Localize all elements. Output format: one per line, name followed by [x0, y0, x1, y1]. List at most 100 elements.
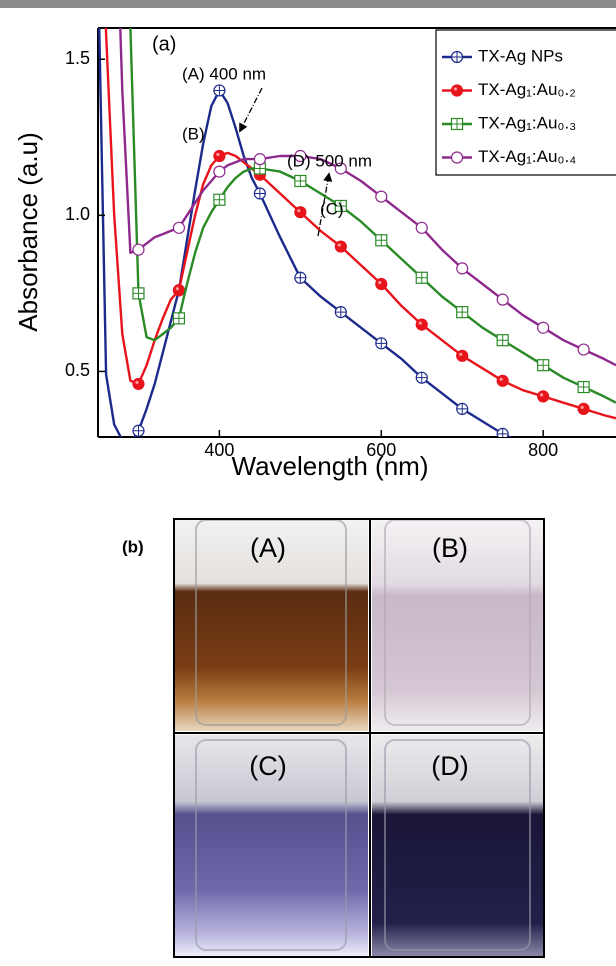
marker-highlight: [418, 321, 422, 325]
x-tick-label: 600: [366, 440, 396, 460]
marker: [577, 343, 590, 356]
marker: [294, 149, 307, 163]
series-line: [98, 28, 513, 437]
marker: [450, 84, 464, 97]
marker-cross: [375, 337, 387, 349]
marker-shape: [577, 402, 590, 416]
marker: [496, 334, 509, 347]
marker-shape: [334, 240, 347, 253]
legend-label: TX-Ag₁:Au₀.₃: [478, 113, 576, 132]
panel-label: (b): [122, 537, 144, 556]
marker-shape: [450, 151, 464, 164]
annotation: (C): [320, 199, 344, 218]
marker-cross: [132, 425, 144, 437]
marker: [172, 312, 186, 325]
marker-shape: [415, 221, 428, 234]
marker-shape: [577, 343, 590, 356]
marker: [537, 359, 550, 372]
marker-shape: [172, 221, 186, 234]
legend-label: TX-Ag NPs: [478, 46, 563, 65]
marker-highlight: [337, 243, 341, 247]
marker-cross: [497, 334, 509, 346]
marker-cross: [335, 306, 347, 318]
marker: [415, 221, 428, 234]
marker: [132, 287, 145, 300]
marker-shape: [496, 374, 509, 387]
marker: [213, 84, 226, 97]
annotation: (D) 500 nm: [287, 151, 372, 170]
marker-shape: [450, 84, 464, 97]
marker: [294, 174, 307, 188]
marker-highlight: [459, 352, 463, 356]
marker-highlight: [540, 393, 544, 397]
marker: [456, 262, 469, 275]
marker: [253, 153, 266, 166]
marker-cross: [375, 234, 387, 246]
marker-cross: [537, 359, 549, 371]
annotation: (B): [182, 124, 205, 143]
marker: [375, 277, 388, 291]
top-bar: [0, 0, 616, 8]
marker: [213, 193, 226, 206]
marker: [456, 402, 469, 416]
marker-cross: [451, 51, 463, 63]
marker-shape: [496, 293, 509, 306]
marker-highlight: [297, 209, 301, 213]
marker: [172, 221, 186, 234]
plot-area: [98, 28, 616, 467]
marker: [496, 374, 509, 387]
marker-shape: [578, 456, 589, 467]
shift-arrow: [239, 87, 263, 133]
marker-shape: [537, 390, 550, 403]
marker: [456, 306, 469, 319]
marker-shape: [537, 321, 550, 334]
marker-shape: [334, 162, 347, 175]
legend-label: TX-Ag₁:Au₀.₂: [478, 80, 576, 99]
marker-highlight: [135, 380, 139, 385]
photo: [372, 520, 543, 731]
photo-label: (D): [431, 751, 468, 781]
annotation: (A) 400 nm: [182, 64, 266, 83]
x-tick-label: 800: [528, 440, 558, 460]
marker-shape: [253, 153, 266, 166]
x-axis-label: Wavelength (nm): [232, 451, 429, 481]
marker-cross: [578, 381, 590, 393]
photo-label: (B): [432, 533, 468, 563]
marker: [334, 240, 347, 253]
marker: [172, 284, 186, 297]
marker-cross: [416, 372, 428, 384]
marker: [334, 162, 347, 175]
marker: [450, 50, 464, 64]
marker-cross: [294, 175, 306, 187]
marker: [496, 427, 509, 437]
marker-cross: [254, 187, 266, 199]
marker-cross: [456, 306, 468, 318]
marker-cross: [213, 84, 225, 96]
marker-cross: [173, 312, 185, 324]
axes: [97, 27, 616, 438]
marker: [450, 117, 464, 131]
marker-cross: [132, 287, 144, 299]
x-tick-label: 400: [204, 440, 234, 460]
marker-highlight: [499, 377, 503, 381]
series-line: [119, 28, 616, 367]
marker-highlight: [453, 87, 458, 91]
y-tick-label: 1.5: [65, 48, 90, 68]
marker: [456, 349, 469, 362]
photo: [175, 520, 368, 731]
panel-label: (a): [152, 33, 176, 55]
marker-highlight: [378, 280, 382, 285]
marker: [294, 206, 307, 219]
marker-shape: [456, 262, 469, 275]
marker: [537, 321, 550, 334]
marker-cross: [497, 428, 509, 437]
marker-cross: [451, 118, 463, 130]
marker-highlight: [216, 152, 220, 157]
marker: [213, 149, 226, 163]
marker-shape: [132, 377, 145, 391]
marker: [334, 199, 347, 213]
marker-highlight: [580, 405, 584, 410]
marker: [577, 402, 590, 416]
marker-cross: [294, 272, 306, 284]
photo-grid: [173, 518, 545, 958]
